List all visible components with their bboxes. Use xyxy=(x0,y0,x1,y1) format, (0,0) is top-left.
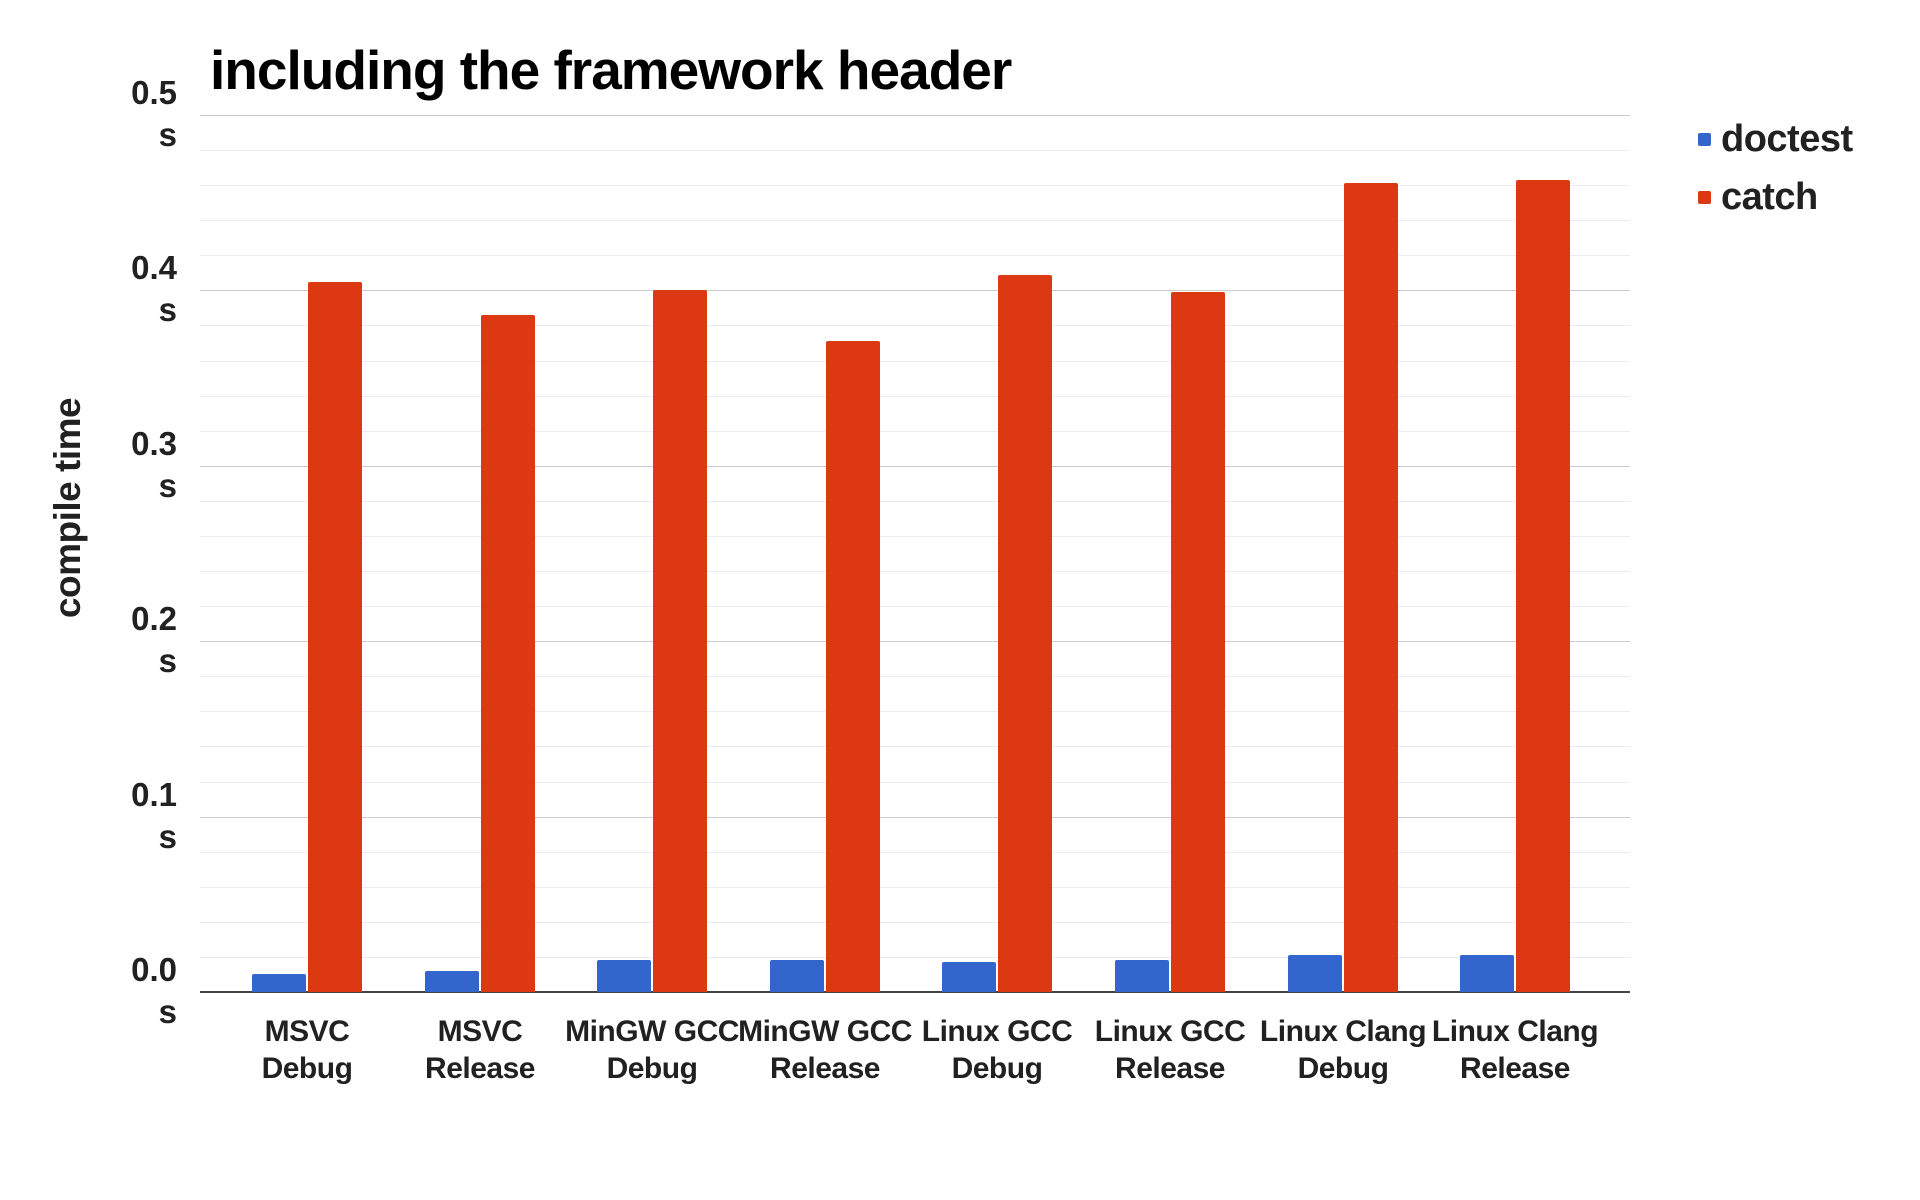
minor-gridline xyxy=(200,852,1630,853)
x-label-line: MinGW GCC xyxy=(738,1015,912,1048)
minor-gridline xyxy=(200,536,1630,537)
x-label-line: Debug xyxy=(1297,1052,1389,1085)
minor-gridline xyxy=(200,185,1630,186)
y-tick-value: 0.0 xyxy=(131,951,177,988)
y-tick-unit: s xyxy=(158,467,177,504)
x-label-linux-clang-release: Linux Clang Release xyxy=(1405,1013,1625,1087)
minor-gridline xyxy=(200,501,1630,502)
x-label-linux-clang-debug: Linux Clang Debug xyxy=(1233,1013,1453,1087)
y-tick-0.0: 0.0 s xyxy=(57,949,177,1033)
bar-catch-linux-gcc-release xyxy=(1171,292,1225,992)
major-gridline xyxy=(200,290,1630,291)
minor-gridline xyxy=(200,606,1630,607)
bar-doctest-msvc-release xyxy=(425,971,479,992)
x-label-line: Debug xyxy=(606,1052,698,1085)
minor-gridline xyxy=(200,431,1630,432)
x-label-mingw-gcc-release: MinGW GCC Release xyxy=(715,1013,935,1087)
minor-gridline xyxy=(200,922,1630,923)
y-tick-unit: s xyxy=(158,818,177,855)
bar-catch-linux-gcc-debug xyxy=(998,275,1052,992)
minor-gridline xyxy=(200,887,1630,888)
bar-doctest-linux-clang-debug xyxy=(1288,955,1342,992)
chart-title: including the framework header xyxy=(210,39,1012,101)
x-label-line: MinGW GCC xyxy=(565,1015,739,1048)
minor-gridline xyxy=(200,676,1630,677)
y-tick-value: 0.2 xyxy=(131,600,177,637)
legend-label: doctest xyxy=(1721,118,1853,160)
x-label-line: Release xyxy=(1115,1052,1225,1085)
y-tick-0.3: 0.3 s xyxy=(57,423,177,507)
minor-gridline xyxy=(200,255,1630,256)
minor-gridline xyxy=(200,782,1630,783)
minor-gridline xyxy=(200,396,1630,397)
x-label-line: Debug xyxy=(261,1052,353,1085)
legend-swatch-icon xyxy=(1698,132,1711,146)
y-tick-unit: s xyxy=(158,642,177,679)
x-label-line: Debug xyxy=(951,1052,1043,1085)
bar-doctest-linux-gcc-release xyxy=(1115,960,1169,992)
bar-catch-mingw-gcc-release xyxy=(826,341,880,992)
y-tick-unit: s xyxy=(158,116,177,153)
bar-doctest-linux-clang-release xyxy=(1460,955,1514,992)
x-axis-line xyxy=(200,991,1630,993)
y-tick-value: 0.1 xyxy=(131,776,177,813)
y-tick-unit: s xyxy=(158,993,177,1030)
bar-catch-msvc-debug xyxy=(308,282,362,992)
minor-gridline xyxy=(200,711,1630,712)
x-label-linux-gcc-debug: Linux GCC Debug xyxy=(887,1013,1107,1087)
legend-swatch-icon xyxy=(1698,190,1711,204)
minor-gridline xyxy=(200,325,1630,326)
y-tick-0.4: 0.4 s xyxy=(57,247,177,331)
y-tick-0.5: 0.5 s xyxy=(57,72,177,156)
y-tick-0.2: 0.2 s xyxy=(57,598,177,682)
x-label-line: Linux Clang xyxy=(1431,1015,1599,1048)
x-label-line: Linux Clang xyxy=(1259,1015,1427,1048)
legend-label: catch xyxy=(1721,176,1818,218)
major-gridline xyxy=(200,115,1630,116)
bar-doctest-linux-gcc-debug xyxy=(942,962,996,992)
minor-gridline xyxy=(200,220,1630,221)
major-gridline xyxy=(200,466,1630,467)
minor-gridline xyxy=(200,957,1630,958)
y-tick-value: 0.3 xyxy=(131,425,177,462)
x-label-line: Linux GCC xyxy=(921,1015,1073,1048)
minor-gridline xyxy=(200,571,1630,572)
bar-catch-linux-clang-debug xyxy=(1344,183,1398,992)
bar-catch-linux-clang-release xyxy=(1516,180,1570,992)
legend-item-catch: catch xyxy=(1698,175,1853,219)
bar-doctest-msvc-debug xyxy=(252,974,306,992)
bar-doctest-mingw-gcc-debug xyxy=(597,960,651,992)
x-label-line: Release xyxy=(1460,1052,1570,1085)
legend: doctest catch xyxy=(1698,117,1853,233)
major-gridline xyxy=(200,641,1630,642)
x-label-line: Linux GCC xyxy=(1094,1015,1246,1048)
y-tick-value: 0.5 xyxy=(131,74,177,111)
minor-gridline xyxy=(200,150,1630,151)
legend-item-doctest: doctest xyxy=(1698,117,1853,161)
x-label-line: MSVC xyxy=(437,1015,523,1048)
bar-catch-mingw-gcc-debug xyxy=(653,290,707,992)
major-gridline xyxy=(200,817,1630,818)
bar-doctest-mingw-gcc-release xyxy=(770,960,824,992)
x-label-msvc-release: MSVC Release xyxy=(370,1013,590,1087)
y-tick-value: 0.4 xyxy=(131,249,177,286)
x-label-msvc-debug: MSVC Debug xyxy=(197,1013,417,1087)
y-tick-unit: s xyxy=(158,291,177,328)
x-label-line: Release xyxy=(425,1052,535,1085)
x-label-line: MSVC xyxy=(264,1015,350,1048)
y-tick-0.1: 0.1 s xyxy=(57,774,177,858)
x-label-mingw-gcc-debug: MinGW GCC Debug xyxy=(542,1013,762,1087)
minor-gridline xyxy=(200,361,1630,362)
x-label-line: Release xyxy=(770,1052,880,1085)
x-label-linux-gcc-release: Linux GCC Release xyxy=(1060,1013,1280,1087)
bar-catch-msvc-release xyxy=(481,315,535,992)
minor-gridline xyxy=(200,746,1630,747)
